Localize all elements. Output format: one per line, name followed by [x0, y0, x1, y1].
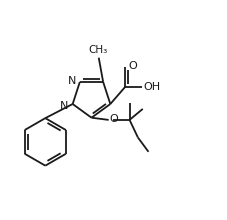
Text: N: N — [60, 101, 69, 111]
Text: OH: OH — [143, 82, 160, 92]
Text: O: O — [128, 61, 137, 71]
Text: CH₃: CH₃ — [88, 45, 107, 55]
Text: N: N — [67, 76, 76, 86]
Text: O: O — [110, 114, 118, 125]
